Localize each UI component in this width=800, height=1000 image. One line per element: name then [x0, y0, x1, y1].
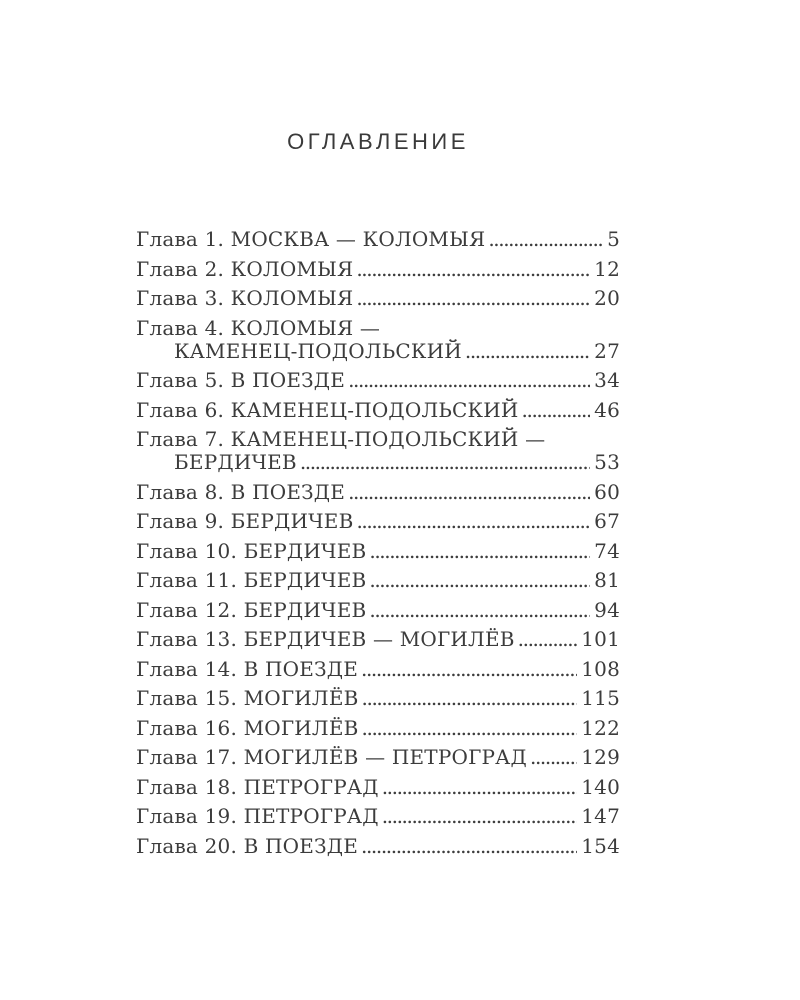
dot-leader — [382, 805, 578, 828]
page-number: 81 — [594, 568, 620, 592]
dot-leader — [382, 776, 578, 799]
toc-entry[interactable]: Глава 11. БЕРДИЧЕВ 81 — [136, 569, 620, 592]
dot-leader — [361, 835, 577, 858]
toc-entry[interactable]: Глава 6. КАМЕНЕЦ-ПОДОЛЬСКИЙ 46 — [136, 397, 620, 422]
chapter-label: Глава 10. БЕРДИЧЕВ — [136, 538, 367, 563]
dot-leader — [348, 481, 590, 504]
dot-leader — [361, 658, 577, 681]
page-number: 115 — [581, 686, 620, 710]
chapter-label: Глава 17. МОГИЛЁВ — ПЕТРОГРАД — [136, 745, 527, 769]
dot-leader — [518, 628, 578, 651]
dot-leader — [369, 540, 590, 563]
chapter-label: БЕРДИЧЕВ — [174, 450, 297, 474]
toc-entry[interactable]: Глава 10. БЕРДИЧЕВ 74 — [136, 538, 620, 563]
dot-leader — [522, 399, 591, 422]
toc-entry[interactable]: Глава 14. В ПОЕЗДЕ 108 — [136, 656, 620, 681]
chapter-label: Глава 16. МОГИЛЁВ — [136, 715, 359, 740]
chapter-label: Глава 5. В ПОЕЗДЕ — [136, 368, 346, 392]
toc-entry[interactable]: Глава 1. МОСКВА — КОЛОМЫЯ 5 — [136, 228, 620, 251]
dot-leader — [369, 599, 590, 622]
page-number: 74 — [594, 538, 620, 563]
toc-entry[interactable]: Глава 7. КАМЕНЕЦ-ПОДОЛЬСКИЙ — — [136, 428, 620, 451]
toc-entry[interactable]: Глава 3. КОЛОМЫЯ 20 — [136, 287, 620, 310]
chapter-label: Глава 18. ПЕТРОГРАД — [136, 774, 379, 799]
toc-entry[interactable]: Глава 4. КОЛОМЫЯ — — [136, 315, 620, 340]
toc-entry[interactable]: Глава 15. МОГИЛЁВ 115 — [136, 687, 620, 710]
toc-entry[interactable]: Глава 9. БЕРДИЧЕВ 67 — [136, 510, 620, 533]
page-number: 46 — [594, 397, 620, 422]
dot-leader — [369, 569, 590, 592]
toc-entry-continuation[interactable]: КАМЕНЕЦ-ПОДОЛЬСКИЙ 27 — [136, 338, 620, 363]
page-number: 60 — [594, 479, 620, 504]
chapter-label: Глава 7. КАМЕНЕЦ-ПОДОЛЬСКИЙ — — [136, 427, 546, 451]
chapter-label: КАМЕНЕЦ-ПОДОЛЬСКИЙ — [174, 338, 462, 363]
chapter-label: Глава 15. МОГИЛЁВ — [136, 686, 359, 710]
page-number: 27 — [594, 338, 620, 363]
dot-leader — [488, 228, 603, 251]
toc-entry[interactable]: Глава 2. КОЛОМЫЯ 12 — [136, 256, 620, 281]
page-number: 122 — [581, 715, 620, 740]
dot-leader — [356, 510, 590, 533]
page-number: 154 — [581, 833, 620, 858]
page-number: 101 — [581, 627, 620, 651]
dot-leader — [362, 687, 578, 710]
chapter-label: Глава 9. БЕРДИЧЕВ — [136, 509, 354, 533]
dot-leader — [356, 258, 590, 281]
chapter-label: Глава 2. КОЛОМЫЯ — [136, 256, 354, 281]
page-number: 12 — [594, 256, 620, 281]
chapter-label: Глава 8. В ПОЕЗДЕ — [136, 479, 346, 504]
toc-entry[interactable]: Глава 8. В ПОЕЗДЕ 60 — [136, 479, 620, 504]
toc-entry[interactable]: Глава 5. В ПОЕЗДЕ 34 — [136, 369, 620, 392]
toc-entry[interactable]: Глава 16. МОГИЛЁВ 122 — [136, 715, 620, 740]
page-number: 20 — [594, 286, 620, 310]
dot-leader — [465, 340, 590, 363]
toc-entry[interactable]: Глава 20. В ПОЕЗДЕ 154 — [136, 833, 620, 858]
chapter-label: Глава 6. КАМЕНЕЦ-ПОДОЛЬСКИЙ — [136, 397, 519, 422]
page-number: 140 — [581, 774, 620, 799]
dot-leader — [300, 451, 590, 474]
dot-leader — [348, 369, 590, 392]
toc-entry[interactable]: Глава 19. ПЕТРОГРАД 147 — [136, 805, 620, 828]
chapter-label: Глава 11. БЕРДИЧЕВ — [136, 568, 367, 592]
page-number: 147 — [581, 804, 620, 828]
dot-leader — [356, 287, 590, 310]
chapter-label: Глава 3. КОЛОМЫЯ — [136, 286, 354, 310]
chapter-label: Глава 20. В ПОЕЗДЕ — [136, 833, 358, 858]
table-of-contents: Глава 1. МОСКВА — КОЛОМЫЯ 5 Глава 2. КОЛ… — [136, 228, 620, 864]
toc-entry[interactable]: Глава 13. БЕРДИЧЕВ — МОГИЛЁВ 101 — [136, 628, 620, 651]
page-number: 129 — [581, 745, 620, 769]
chapter-label: Глава 19. ПЕТРОГРАД — [136, 804, 379, 828]
toc-entry[interactable]: Глава 17. МОГИЛЁВ — ПЕТРОГРАД 129 — [136, 746, 620, 769]
toc-entry-continuation[interactable]: БЕРДИЧЕВ 53 — [136, 451, 620, 474]
toc-entry[interactable]: Глава 18. ПЕТРОГРАД 140 — [136, 774, 620, 799]
chapter-label: Глава 14. В ПОЕЗДЕ — [136, 656, 358, 681]
chapter-label: Глава 4. КОЛОМЫЯ — — [136, 315, 381, 340]
toc-entry[interactable]: Глава 12. БЕРДИЧЕВ 94 — [136, 597, 620, 622]
page-title: ОГЛАВЛЕНИЕ — [287, 129, 469, 154]
page-number: 94 — [594, 597, 620, 622]
chapter-label: Глава 1. МОСКВА — КОЛОМЫЯ — [136, 227, 486, 251]
chapter-label: Глава 13. БЕРДИЧЕВ — МОГИЛЁВ — [136, 627, 515, 651]
page-number: 53 — [594, 450, 620, 474]
dot-leader — [530, 746, 577, 769]
chapter-label: Глава 12. БЕРДИЧЕВ — [136, 597, 367, 622]
dot-leader — [362, 717, 578, 740]
page-number: 5 — [607, 227, 620, 251]
page-number: 108 — [581, 656, 620, 681]
page-number: 34 — [594, 368, 620, 392]
page-number: 67 — [594, 509, 620, 533]
